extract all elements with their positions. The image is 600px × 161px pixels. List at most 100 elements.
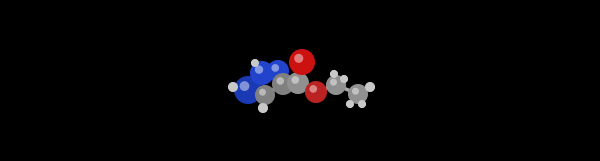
- Circle shape: [247, 89, 249, 91]
- Circle shape: [349, 103, 352, 105]
- Circle shape: [247, 89, 250, 91]
- Circle shape: [251, 62, 273, 84]
- Circle shape: [254, 62, 256, 64]
- Circle shape: [253, 60, 257, 66]
- Circle shape: [260, 90, 270, 100]
- Circle shape: [294, 79, 302, 87]
- Circle shape: [301, 61, 302, 63]
- Circle shape: [230, 84, 236, 90]
- Circle shape: [245, 87, 251, 93]
- Circle shape: [274, 67, 282, 75]
- Circle shape: [258, 103, 268, 113]
- Circle shape: [293, 79, 302, 87]
- Circle shape: [369, 86, 371, 88]
- Circle shape: [253, 61, 257, 65]
- Circle shape: [230, 84, 236, 90]
- Circle shape: [239, 82, 256, 98]
- Circle shape: [366, 83, 374, 91]
- Circle shape: [347, 101, 353, 107]
- Circle shape: [252, 60, 258, 66]
- Circle shape: [335, 84, 337, 86]
- Circle shape: [326, 75, 346, 95]
- Circle shape: [275, 68, 281, 74]
- Circle shape: [313, 89, 319, 95]
- Circle shape: [310, 85, 317, 93]
- Circle shape: [314, 90, 317, 94]
- Circle shape: [257, 86, 274, 104]
- Circle shape: [330, 70, 338, 78]
- Circle shape: [262, 106, 265, 109]
- Circle shape: [306, 82, 326, 102]
- Circle shape: [238, 80, 259, 100]
- Circle shape: [277, 70, 279, 72]
- Circle shape: [341, 76, 347, 82]
- Circle shape: [367, 84, 373, 90]
- Circle shape: [292, 52, 313, 72]
- Circle shape: [232, 85, 235, 89]
- Circle shape: [353, 90, 362, 99]
- Circle shape: [260, 105, 265, 110]
- Circle shape: [260, 71, 264, 75]
- Circle shape: [257, 68, 268, 78]
- Circle shape: [254, 62, 256, 64]
- Circle shape: [333, 73, 335, 75]
- Circle shape: [253, 64, 271, 82]
- Circle shape: [243, 85, 253, 95]
- Circle shape: [235, 77, 262, 103]
- Circle shape: [361, 103, 363, 105]
- Circle shape: [343, 78, 345, 80]
- Circle shape: [348, 102, 352, 106]
- Circle shape: [245, 86, 251, 94]
- Circle shape: [256, 86, 274, 104]
- Circle shape: [330, 79, 342, 91]
- Circle shape: [349, 85, 367, 103]
- Circle shape: [257, 68, 267, 78]
- Circle shape: [346, 100, 353, 108]
- Circle shape: [262, 107, 264, 109]
- Circle shape: [359, 101, 365, 107]
- Circle shape: [343, 77, 346, 81]
- Circle shape: [349, 85, 367, 104]
- Circle shape: [261, 106, 265, 110]
- Circle shape: [273, 66, 283, 76]
- Circle shape: [296, 81, 299, 85]
- Circle shape: [340, 75, 348, 83]
- Circle shape: [291, 51, 313, 73]
- Circle shape: [328, 76, 344, 94]
- Circle shape: [255, 85, 275, 105]
- Circle shape: [355, 91, 361, 96]
- Circle shape: [332, 73, 335, 75]
- Circle shape: [353, 89, 364, 99]
- Circle shape: [277, 77, 290, 91]
- Circle shape: [290, 50, 314, 74]
- Circle shape: [330, 79, 337, 86]
- Circle shape: [252, 63, 272, 83]
- Circle shape: [278, 80, 287, 88]
- Circle shape: [331, 71, 337, 77]
- Circle shape: [368, 85, 372, 89]
- Circle shape: [272, 65, 284, 77]
- Circle shape: [254, 62, 256, 64]
- Circle shape: [259, 89, 266, 96]
- Circle shape: [291, 76, 305, 90]
- Circle shape: [244, 86, 252, 94]
- Circle shape: [341, 76, 347, 82]
- Circle shape: [358, 100, 366, 108]
- Circle shape: [276, 77, 290, 91]
- Circle shape: [250, 61, 274, 85]
- Circle shape: [262, 107, 264, 109]
- Circle shape: [292, 52, 312, 72]
- Circle shape: [255, 65, 263, 74]
- Circle shape: [259, 104, 267, 112]
- Circle shape: [332, 72, 337, 76]
- Circle shape: [300, 60, 304, 64]
- Circle shape: [240, 82, 256, 98]
- Circle shape: [348, 102, 352, 106]
- Circle shape: [366, 83, 374, 91]
- Circle shape: [251, 59, 259, 67]
- Circle shape: [311, 87, 321, 97]
- Circle shape: [367, 84, 373, 90]
- Circle shape: [260, 105, 266, 111]
- Circle shape: [327, 76, 345, 94]
- Circle shape: [261, 72, 263, 74]
